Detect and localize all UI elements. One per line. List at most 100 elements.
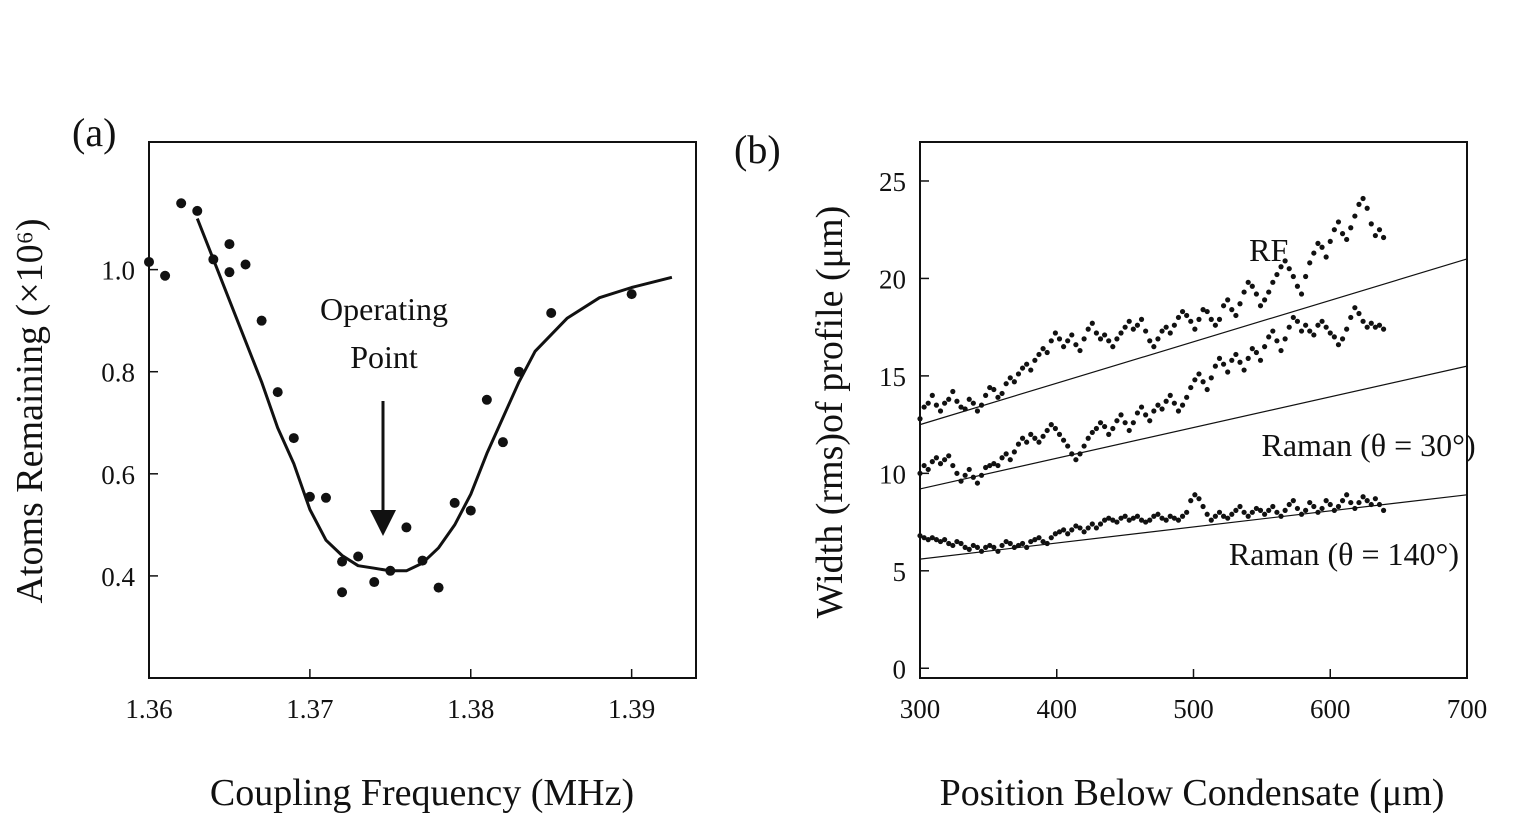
data-point: [1143, 412, 1149, 418]
data-point: [1048, 422, 1054, 428]
x-tick-label: 1.37: [286, 694, 333, 724]
data-point: [481, 394, 492, 405]
data-point: [958, 404, 964, 410]
data-point: [1040, 538, 1046, 545]
panel-a-x-axis-title: Coupling Frequency (MHz): [210, 772, 634, 814]
data-point: [970, 474, 976, 480]
data-point: [1253, 291, 1260, 297]
data-point: [1208, 316, 1214, 322]
data-point: [978, 548, 985, 554]
data-point: [1081, 336, 1087, 342]
data-point: [1311, 503, 1317, 510]
data-point: [946, 540, 952, 547]
data-point: [966, 546, 972, 552]
data-point: [917, 416, 923, 422]
data-point: [1065, 443, 1071, 449]
y-tick-label: 15: [879, 362, 906, 392]
data-point: [987, 462, 993, 469]
data-point: [1368, 501, 1374, 508]
data-point: [1159, 406, 1165, 412]
data-point: [1167, 513, 1173, 519]
data-point: [1220, 361, 1227, 367]
data-point: [1130, 420, 1136, 426]
data-point: [1233, 312, 1239, 319]
data-point: [1028, 431, 1034, 437]
data-point: [1179, 402, 1186, 408]
data-point: [1192, 492, 1198, 498]
data-point: [1335, 503, 1342, 510]
data-point: [1122, 420, 1128, 426]
data-point: [1335, 342, 1342, 348]
data-point: [1237, 503, 1243, 510]
data-point: [1360, 318, 1366, 324]
panel-a: (a) 1.36 1.37 1.38 1.39 0.4 0.6 0.8 1.0 Operati…: [9, 110, 697, 814]
data-point: [192, 205, 203, 216]
data-point: [1204, 511, 1210, 517]
data-point: [925, 466, 931, 473]
data-point: [1093, 425, 1100, 432]
data-point: [1114, 519, 1120, 525]
data-point: [978, 472, 985, 478]
data-point: [433, 582, 444, 593]
data-point: [1019, 540, 1026, 547]
data-point: [1175, 314, 1182, 321]
data-point: [1011, 449, 1017, 455]
data-point: [933, 537, 940, 543]
data-point: [1085, 525, 1091, 531]
data-point: [933, 455, 940, 461]
data-point: [1216, 355, 1223, 361]
data-point: [272, 387, 283, 398]
data-point: [1315, 509, 1321, 515]
data-point: [1069, 332, 1075, 338]
data-point: [1307, 499, 1313, 506]
data-point: [1130, 515, 1136, 521]
data-point: [1015, 371, 1022, 377]
data-point: [337, 587, 348, 598]
data-point: [1011, 379, 1017, 385]
data-point: [1352, 305, 1358, 311]
data-point: [546, 308, 557, 319]
data-point: [1237, 359, 1243, 365]
data-point: [1196, 316, 1202, 322]
data-point: [1163, 517, 1169, 523]
fit-line: [919, 258, 1468, 426]
y-tick-label: 1.0: [101, 256, 135, 286]
data-point: [966, 466, 972, 473]
data-point: [1024, 361, 1030, 367]
data-point: [1028, 538, 1034, 545]
data-point: [983, 392, 989, 398]
data-point: [1270, 328, 1276, 334]
data-point: [1024, 544, 1030, 551]
data-point: [1303, 273, 1309, 280]
data-point: [1327, 501, 1333, 508]
data-point: [1155, 336, 1161, 342]
data-point: [983, 544, 989, 551]
data-point: [1077, 451, 1083, 457]
data-point: [954, 398, 960, 404]
data-point: [208, 254, 219, 265]
data-point: [1102, 517, 1108, 523]
data-point: [401, 522, 412, 533]
data-point: [1294, 283, 1301, 289]
data-point: [929, 392, 935, 398]
panel-a-y-axis-title: Atoms Remaining (×10⁶): [9, 218, 51, 603]
data-point: [1003, 451, 1009, 457]
data-point: [1179, 513, 1186, 519]
panel-a-ticks: 1.36 1.37 1.38 1.39 0.4 0.6 0.8 1.0: [101, 256, 655, 724]
data-point: [1331, 227, 1337, 233]
data-point: [1118, 515, 1124, 521]
data-point: [974, 544, 981, 551]
data-point: [1147, 338, 1153, 344]
data-point: [987, 542, 993, 549]
data-point: [1364, 324, 1370, 330]
data-point: [1339, 498, 1346, 504]
data-point: [1282, 336, 1288, 342]
operating-point-arrow-head-icon: [370, 510, 396, 536]
data-point: [1167, 330, 1173, 336]
data-point: [1212, 513, 1218, 519]
data-point: [160, 270, 171, 281]
data-point: [1356, 310, 1362, 317]
panel-a-data-points: [144, 198, 637, 598]
data-point: [1311, 250, 1317, 256]
data-point: [1044, 349, 1050, 356]
